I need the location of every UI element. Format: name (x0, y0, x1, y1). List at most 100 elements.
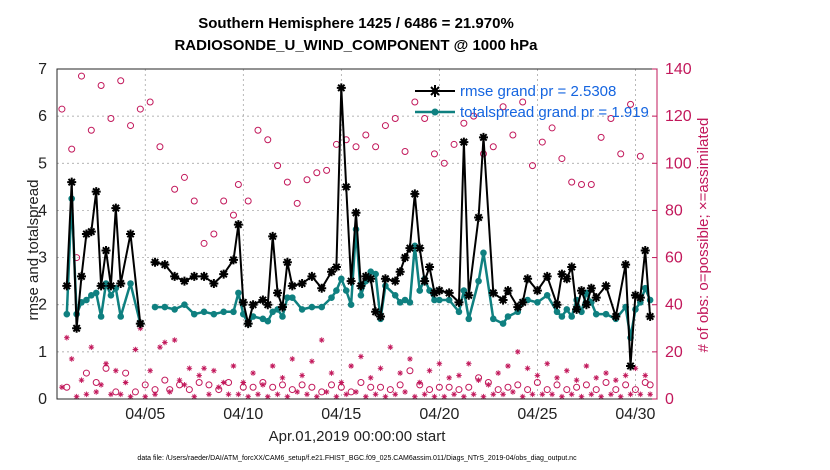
obs-possible-marker (602, 379, 610, 386)
obs-assimilated-marker (382, 393, 389, 400)
obs-possible-marker (377, 383, 385, 391)
obs-possible-marker (445, 383, 453, 391)
spread-point (151, 303, 159, 311)
spread-point (161, 303, 169, 311)
rmse-point (277, 302, 287, 312)
spread-point (543, 291, 551, 299)
obs-possible-marker (460, 119, 468, 127)
obs-possible-marker (509, 131, 517, 139)
obs-assimilated-marker (137, 325, 144, 332)
spread-point (416, 287, 424, 294)
y-tick-label: 4 (38, 202, 47, 219)
obs-possible-marker (328, 381, 336, 389)
obs-assimilated-marker (206, 391, 212, 398)
y-right-tick-label: 20 (665, 344, 683, 361)
obs-possible-marker (190, 197, 198, 205)
rmse-point (126, 229, 136, 239)
rmse-point (346, 276, 356, 286)
spread-point (181, 301, 188, 309)
rmse-point (179, 276, 189, 286)
obs-assimilated-marker (500, 391, 506, 398)
y-tick-label: 2 (38, 297, 47, 314)
obs-assimilated-marker (191, 393, 198, 400)
obs-assimilated-marker (402, 389, 408, 395)
obs-possible-marker (195, 379, 203, 386)
obs-assimilated-marker (564, 367, 570, 374)
legend-spread-label: totalspread grand pr = 1.919 (460, 104, 649, 121)
spread-point (63, 310, 71, 318)
spread-point (230, 308, 237, 316)
obs-possible-marker (582, 381, 590, 389)
rmse-point (380, 274, 390, 284)
obs-possible-marker (332, 140, 340, 148)
obs-assimilated-marker (235, 391, 242, 398)
obs-assimilated-marker (534, 372, 541, 379)
obs-possible-marker (244, 197, 252, 205)
rmse-point (434, 286, 444, 296)
obs-assimilated-marker (108, 391, 114, 398)
obs-assimilated-marker (328, 370, 335, 376)
obs-possible-marker (156, 143, 164, 151)
obs-assimilated-marker (284, 393, 291, 400)
rmse-point (116, 279, 126, 288)
rmse-point (101, 246, 111, 255)
obs-possible-marker (131, 388, 139, 396)
rmse-point (77, 271, 87, 281)
rmse-point (135, 319, 145, 329)
rmse-point (91, 187, 101, 197)
obs-possible-marker (631, 386, 639, 394)
obs-assimilated-marker (264, 393, 271, 400)
obs-possible-marker (264, 136, 272, 144)
obs-assimilated-marker (407, 356, 413, 362)
x-tick-label: 04/10 (223, 406, 263, 423)
rmse-point (297, 279, 307, 288)
rmse-point (503, 286, 513, 296)
rmse-point (62, 281, 72, 291)
y-tick-label: 3 (38, 250, 47, 267)
obs-assimilated-marker (98, 382, 104, 388)
y-right-tick-label: 80 (665, 202, 683, 219)
obs-possible-marker (573, 383, 581, 391)
y-right-tick-label: 140 (665, 61, 692, 78)
spread-point (455, 308, 463, 316)
rmse-point (86, 227, 96, 237)
spread-point (328, 294, 335, 301)
obs-assimilated-marker (323, 389, 330, 395)
rmse-point (400, 253, 410, 263)
obs-possible-marker (421, 115, 429, 122)
rmse-point (591, 293, 601, 303)
obs-assimilated-marker (289, 356, 296, 362)
rmse-point (336, 83, 346, 93)
obs-possible-marker (528, 162, 536, 170)
legend-rmse-star-icon (429, 85, 441, 97)
obs-possible-marker (171, 185, 179, 193)
spread-point (259, 315, 267, 323)
obs-possible-marker (107, 115, 115, 122)
obs-possible-marker (146, 98, 154, 106)
obs-possible-marker (538, 138, 546, 146)
spread-point (499, 320, 507, 327)
obs-possible-marker (298, 381, 306, 389)
y-right-tick-label: 120 (665, 108, 692, 125)
spread-point (284, 294, 291, 301)
rmse-point (586, 283, 596, 293)
obs-possible-marker (200, 239, 208, 247)
spread-point (171, 306, 178, 313)
obs-possible-marker (303, 176, 311, 184)
rmse-point (189, 271, 199, 281)
spread-point (401, 296, 409, 304)
rmse-point (420, 276, 430, 286)
obs-possible-marker (455, 386, 463, 394)
obs-assimilated-marker (103, 360, 109, 367)
obs-possible-marker (225, 379, 233, 386)
obs-assimilated-marker (279, 374, 286, 381)
rmse-point (96, 281, 106, 291)
footnote: data file: /Users/raeder/DAI/ATM_forcXX/… (137, 455, 577, 462)
rmse-point (317, 283, 327, 293)
obs-assimilated-marker (255, 391, 261, 398)
rmse-point (601, 281, 611, 291)
obs-assimilated-marker (603, 370, 609, 376)
rmse-point (170, 271, 180, 281)
x-tick-label: 04/05 (125, 406, 165, 423)
x-tick-label: 04/25 (517, 406, 557, 423)
